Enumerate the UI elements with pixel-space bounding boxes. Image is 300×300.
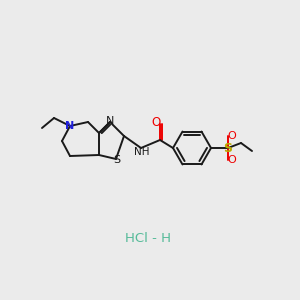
Text: O: O: [152, 116, 160, 130]
Text: S: S: [113, 155, 121, 165]
Text: O: O: [228, 131, 236, 141]
Text: S: S: [224, 142, 232, 154]
Text: O: O: [228, 155, 236, 165]
Text: N: N: [106, 116, 114, 126]
Text: HCl - H: HCl - H: [125, 232, 171, 244]
Text: NH: NH: [134, 147, 150, 157]
Text: N: N: [65, 121, 75, 131]
